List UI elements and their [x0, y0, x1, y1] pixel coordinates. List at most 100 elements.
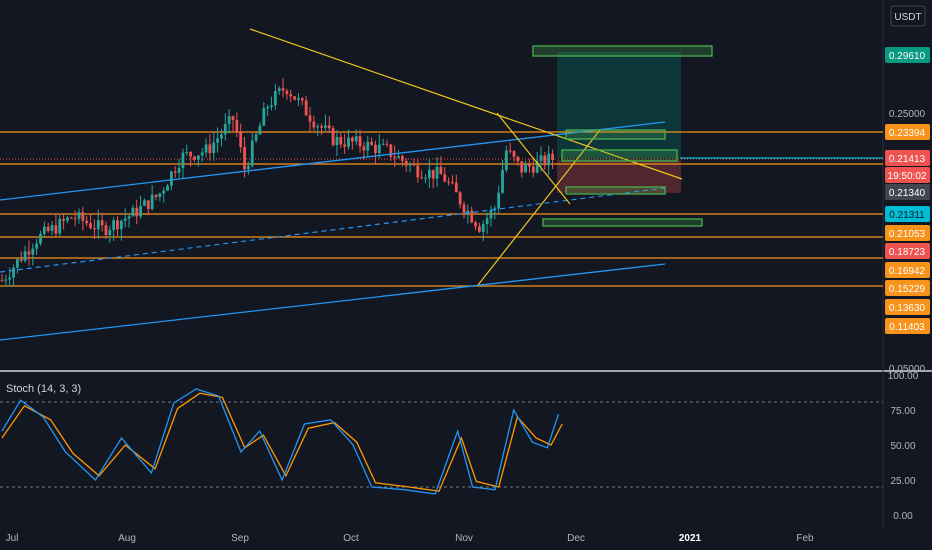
- candle-body: [370, 141, 373, 145]
- candle-body: [181, 152, 185, 168]
- candle-body: [535, 160, 539, 173]
- price-tag-box: [885, 280, 930, 296]
- candle-body: [104, 225, 108, 235]
- candle-body: [66, 217, 69, 221]
- candle-body: [277, 88, 281, 92]
- currency-button-box[interactable]: [890, 5, 926, 27]
- candle-body: [489, 210, 493, 219]
- candle-body: [516, 156, 520, 162]
- candle-body: [220, 134, 223, 139]
- candle-body: [8, 277, 12, 280]
- target-box-top[interactable]: [532, 45, 713, 57]
- price-tag-label: 0.13630: [889, 303, 926, 314]
- candle-body: [243, 147, 246, 170]
- candle-body: [458, 192, 462, 205]
- time-tick-label: Nov: [455, 533, 473, 544]
- candle-body: [443, 174, 447, 182]
- candle-body: [551, 153, 554, 160]
- candle-body: [270, 105, 273, 107]
- candlestick-series: [0, 77, 554, 287]
- candle-body: [547, 153, 551, 166]
- candle-body: [62, 218, 65, 221]
- price-tag-label: 0.18723: [889, 247, 926, 258]
- target-box-2[interactable]: [561, 149, 678, 162]
- candle-body: [19, 259, 23, 261]
- candle-body: [50, 225, 54, 232]
- candle-body: [146, 200, 150, 210]
- candle-body: [135, 207, 139, 217]
- candle-body: [119, 220, 123, 230]
- channel-lower-line[interactable]: [0, 263, 666, 341]
- candle-body: [223, 124, 227, 135]
- time-tick-label: Sep: [231, 533, 249, 544]
- price-tag-box: [885, 225, 930, 241]
- candle-body: [89, 223, 92, 229]
- candle-body: [508, 150, 512, 152]
- candle-body: [27, 251, 31, 255]
- target-box-1[interactable]: [565, 129, 666, 140]
- candle-body: [297, 98, 300, 100]
- candle-body: [308, 115, 312, 122]
- candle-body: [250, 140, 254, 166]
- candle-body: [454, 182, 458, 193]
- candle-body: [204, 144, 208, 153]
- rising-trendline[interactable]: [477, 129, 601, 286]
- candle-body: [520, 161, 524, 173]
- time-tick-label: Dec: [567, 533, 585, 544]
- candle-body: [447, 181, 450, 183]
- candle-body: [177, 167, 181, 173]
- candle-body: [339, 136, 343, 145]
- indicator-title[interactable]: Stoch (14, 3, 3): [6, 383, 81, 395]
- price-tag-label: 0.11403: [889, 322, 925, 333]
- candle-body: [335, 136, 339, 146]
- time-tick-label: Feb: [796, 533, 814, 544]
- candle-body: [478, 226, 481, 232]
- currency-button[interactable]: USDT: [894, 12, 921, 23]
- candle-body: [366, 141, 370, 151]
- candle-body: [416, 165, 420, 178]
- candle-body: [451, 182, 454, 184]
- candle-body: [393, 156, 397, 158]
- candle-body: [327, 125, 331, 129]
- price-tag-label: 0.23394: [889, 128, 926, 139]
- candle-body: [543, 155, 547, 166]
- candle-body: [531, 166, 535, 173]
- candle-body: [485, 218, 489, 225]
- candle-body: [100, 220, 104, 226]
- price-tag-label: 0.21413: [889, 154, 926, 165]
- candle-body: [324, 125, 327, 128]
- candle-body: [196, 155, 200, 160]
- stoch-tick-label: 25.00: [890, 476, 915, 487]
- price-tag-box: [885, 47, 930, 63]
- time-tick-label: Oct: [343, 533, 359, 544]
- candle-body: [381, 143, 385, 145]
- target-box-4[interactable]: [542, 218, 703, 227]
- horizontal-levels[interactable]: [0, 131, 883, 287]
- channel-mid-line[interactable]: [0, 187, 666, 273]
- candle-body: [377, 144, 381, 153]
- price-tag-label: 19:50:02: [888, 171, 927, 182]
- price-tag-label: 0.16942: [889, 266, 926, 277]
- descending-trendline[interactable]: [249, 28, 683, 180]
- candle-body: [200, 152, 204, 156]
- candle-body: [385, 143, 389, 145]
- price-axis-tags: 0.29610 0.23394 0.21413 19:50:02 0.21340 0.21…: [885, 47, 930, 334]
- candle-body: [408, 164, 412, 166]
- candle-body: [497, 192, 501, 209]
- candle-body: [96, 220, 100, 230]
- time-tick-label: Jul: [6, 533, 19, 544]
- candle-body: [16, 259, 19, 268]
- wedge-line[interactable]: [496, 112, 571, 205]
- long-position-reward-zone[interactable]: [557, 52, 681, 158]
- candle-body: [354, 136, 358, 142]
- price-tag-box: [885, 299, 930, 315]
- price-tag-box: [885, 150, 930, 166]
- candle-body: [512, 151, 516, 157]
- price-tag-box: [885, 167, 930, 183]
- candle-body: [312, 121, 316, 128]
- candle-body: [539, 155, 543, 161]
- target-box-3[interactable]: [565, 186, 666, 195]
- candle-body: [227, 116, 231, 125]
- stoch-d-line: [1, 392, 563, 492]
